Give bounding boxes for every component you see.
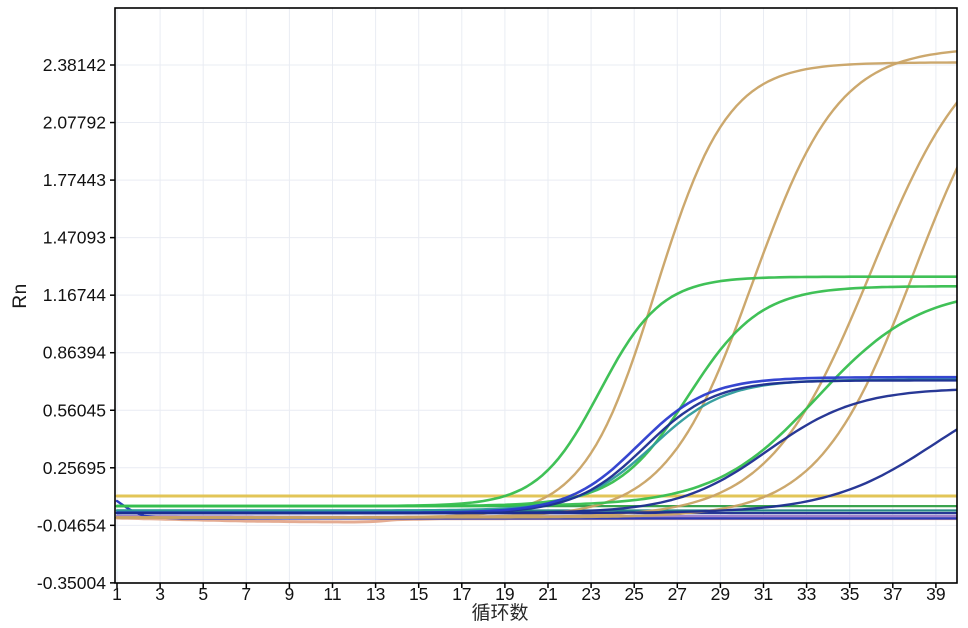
x-tick-label: 25 [624,584,643,604]
x-tick-label: 23 [581,584,600,604]
y-tick-label: 1.77443 [43,170,106,190]
y-tick-label: -0.04654 [37,515,106,535]
series-navy-curve-3 [115,428,957,515]
x-tick-label: 29 [711,584,730,604]
y-tick-label: 0.86394 [43,343,107,363]
x-tick-label: 33 [797,584,816,604]
y-tick-label: 1.47093 [43,228,106,248]
series-green-curve-1 [115,275,957,508]
y-tick-label: 0.25695 [43,458,106,478]
x-tick-label: 3 [155,584,165,604]
series-green-curve-2 [115,285,957,508]
curves-group [115,50,957,524]
x-tick-label: 19 [495,584,514,604]
x-tick-label: 1 [112,584,122,604]
series-orange-curve-4 [115,165,957,519]
y-tick-label: 0.56045 [43,400,106,420]
y-tick-label: 2.07792 [43,113,106,133]
x-tick-label: 11 [323,584,341,604]
y-tick-label: -0.35004 [37,573,106,593]
x-tick-label: 9 [285,584,295,604]
x-tick-label: 21 [538,584,557,604]
x-tick-label: 35 [840,584,859,604]
series-orange-curve-2 [115,50,957,519]
series-green-curve-3 [115,300,957,508]
y-tick-label: 1.16744 [43,285,107,305]
series-orange-curve-3 [115,100,957,519]
x-tick-label: 37 [883,584,902,604]
series-navy-curve-1 [115,379,957,515]
y-axis-title: Rn [10,283,31,309]
x-tick-label: 5 [198,584,208,604]
x-tick-label: 27 [668,584,687,604]
x-tick-label: 31 [754,584,773,604]
x-tick-label: 17 [452,584,471,604]
x-tick-label: 15 [409,584,428,604]
x-tick-label: 39 [926,584,945,604]
x-tick-label: 7 [241,584,251,604]
x-tick-label: 13 [366,584,385,604]
y-tick-label: 2.38142 [43,55,106,75]
x-axis-title: 循环数 [471,603,529,624]
